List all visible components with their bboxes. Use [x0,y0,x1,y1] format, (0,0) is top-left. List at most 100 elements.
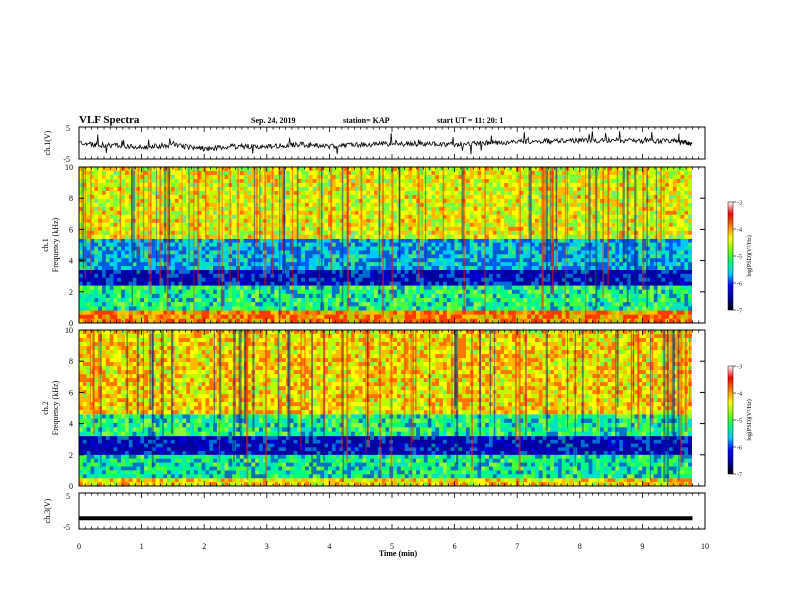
spectrogram-cell [672,254,677,259]
spectrogram-cell [193,262,198,267]
spectrogram-cell [557,281,562,286]
spectrogram-cell [351,178,355,183]
spectrogram-cell [247,214,252,219]
spectrogram-cell [331,190,336,195]
spectrogram-cell [488,262,493,267]
spectrogram-cell [672,262,677,267]
spectrogram-cell [205,293,210,299]
spectrogram-cell [496,314,501,319]
spectrogram-cell [492,302,497,307]
spectrogram-cell [515,302,520,307]
spectrogram-cell [101,170,106,175]
spectrogram-cell [370,281,375,286]
spectrogram-cell [331,266,336,270]
spectrogram-cell [389,281,394,286]
spectrogram-cell [328,281,332,286]
spectrogram-cell [623,289,627,294]
spectrogram-cell [404,226,409,231]
spectrogram-cell [98,222,102,227]
spectrogram-cell [584,298,589,303]
spectrogram-cell [404,285,409,290]
spectrogram-cell [193,306,198,311]
spectrogram-cell [124,246,129,251]
spectrogram-cell [159,190,164,195]
spectrogram-cell [569,302,574,307]
spectrogram-cell [259,310,263,315]
spectrogram-cell [98,210,102,215]
spectrogram-cell [400,206,405,211]
spectrogram-cell [213,198,217,203]
spectrogram-cell [79,206,83,211]
spectrogram-cell [519,318,524,323]
spectrogram-cell [523,310,528,315]
spectrogram-cell [404,190,409,195]
spectrogram-cell [534,285,539,290]
spectrogram-cell [408,302,413,307]
spectrogram-cell [186,206,191,211]
spectrogram-cell [274,269,279,274]
spectrogram-cell [657,258,662,263]
spectrogram-cell [101,258,106,263]
spectrogram-cell [669,285,673,290]
spectrogram-cell [335,242,340,247]
spectrogram-cell [596,298,601,303]
spectrogram-cell [370,206,375,211]
spectrogram-cell [404,293,409,299]
spectrogram-cell [465,250,470,255]
spectrogram-cell [347,266,352,270]
spectrogram-cell [259,190,263,195]
spectrogram-cell [354,258,359,263]
spectrogram-cell [186,202,191,207]
spectrogram-cell [201,206,206,211]
spectrogram-cell [393,238,397,243]
spectrogram-cell [259,254,263,259]
spectrogram-cell [630,277,635,282]
spectrogram-cell [113,310,118,315]
spectrogram-cell [262,302,267,307]
spectrogram-cell [423,277,428,282]
spectrogram-cell [197,238,202,243]
spectrogram-cell [412,174,417,179]
spectrogram-cell [224,281,229,286]
spectrogram-cell [289,190,294,195]
spectrogram-cell [205,269,210,274]
spectrogram-cell [255,266,260,270]
spectrogram-cell [270,302,275,307]
spectrogram-cell [328,238,332,243]
spectrogram-cell [136,302,141,307]
spectrogram-cell [661,273,666,278]
spectrogram-cell [607,258,612,263]
spectrogram-cell [546,314,551,319]
spectrogram-cell [408,285,413,290]
spectrogram-cell [86,178,91,183]
spectrogram-cell [113,222,118,227]
spectrogram-cell [132,289,137,294]
spectrogram-cell [393,198,397,203]
spectrogram-cell [105,258,110,263]
spectrogram-cell [374,273,378,278]
spectrogram-cell [389,258,394,263]
spectrogram-cell [649,258,654,263]
spectrogram-cell [178,206,183,211]
spectrogram-cell [193,302,198,307]
spectrogram-cell [481,298,486,303]
spectrogram-cell [584,293,589,299]
spectrogram-cell [473,277,478,282]
spectrogram-cell [523,250,528,255]
spectrogram-cell [262,293,267,299]
spectrogram-cell [358,269,363,274]
spectrogram-cell [580,285,585,290]
spectrogram-cell [186,194,191,199]
spectrogram-cell [213,281,217,286]
spectrogram-cell [412,178,417,183]
spectrogram-cell [151,310,156,315]
spectrogram-cell [577,293,581,299]
spectrogram-cell [527,266,532,270]
spectrogram-cell [596,269,601,274]
spectrogram-cell [385,206,390,211]
spectrogram-cell [186,266,191,270]
spectrogram-cell [435,314,440,319]
spectrogram-cell [213,170,217,175]
spectrogram-cell [515,254,520,259]
spectrogram-cell [209,302,214,307]
